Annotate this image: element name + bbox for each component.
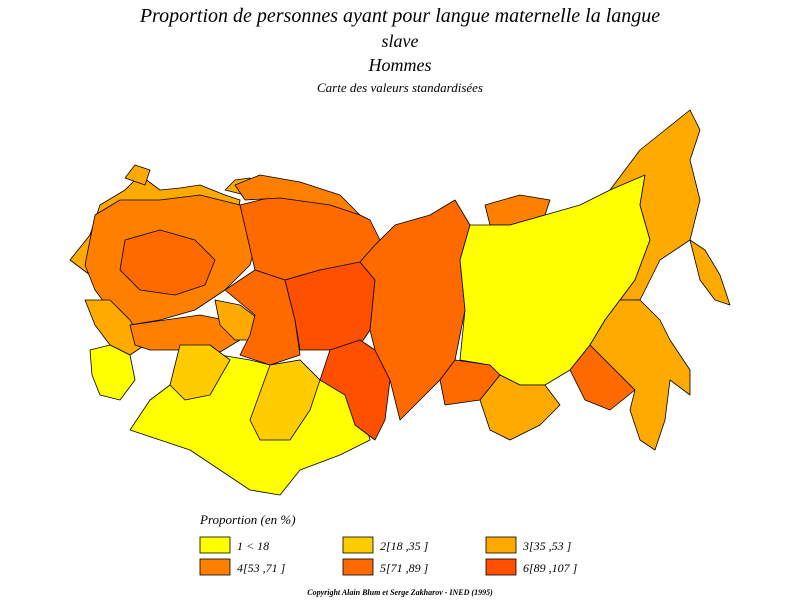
legend-label: 1 < 18 (237, 539, 269, 553)
legend-label: 5[71 ,89 ] (380, 561, 429, 575)
region (319, 339, 391, 441)
region (84, 299, 146, 356)
legend-label: 6[89 ,107 ] (523, 561, 578, 575)
legend-swatch (342, 558, 374, 576)
region (479, 374, 561, 441)
legend-label: 3[35 ,53 ] (522, 539, 572, 553)
region (689, 239, 731, 306)
region (169, 344, 231, 401)
region (89, 344, 136, 401)
region (234, 174, 361, 216)
legend-label: 4[53 ,71 ] (237, 561, 286, 575)
legend-swatch (199, 536, 231, 554)
region (119, 229, 216, 296)
legend-swatch (199, 558, 231, 576)
legend: 1 < 18 2[18 ,35 ] 3[35 ,53 ] 4[53 ,71 ] 5[71… (199, 536, 578, 576)
region (609, 109, 701, 301)
copyright: Copyright Alain Blum et Serge Zakharov -… (307, 588, 493, 597)
region (589, 299, 691, 451)
legend-swatch (342, 536, 374, 554)
region (249, 359, 321, 441)
map (69, 109, 731, 496)
legend-title: Proportion (en %) (199, 512, 296, 527)
region (124, 164, 151, 186)
legend-label: 2[18 ,35 ] (380, 539, 429, 553)
legend-swatch (485, 536, 517, 554)
region (224, 269, 301, 366)
subtitle: Hommes (368, 55, 432, 75)
title-line: slave (382, 31, 419, 51)
caption: Carte des valeurs standardisées (317, 80, 483, 95)
region (129, 314, 241, 356)
title-line: Proportion de personnes ayant pour langu… (139, 5, 660, 27)
region (284, 261, 376, 351)
legend-swatch (485, 558, 517, 576)
